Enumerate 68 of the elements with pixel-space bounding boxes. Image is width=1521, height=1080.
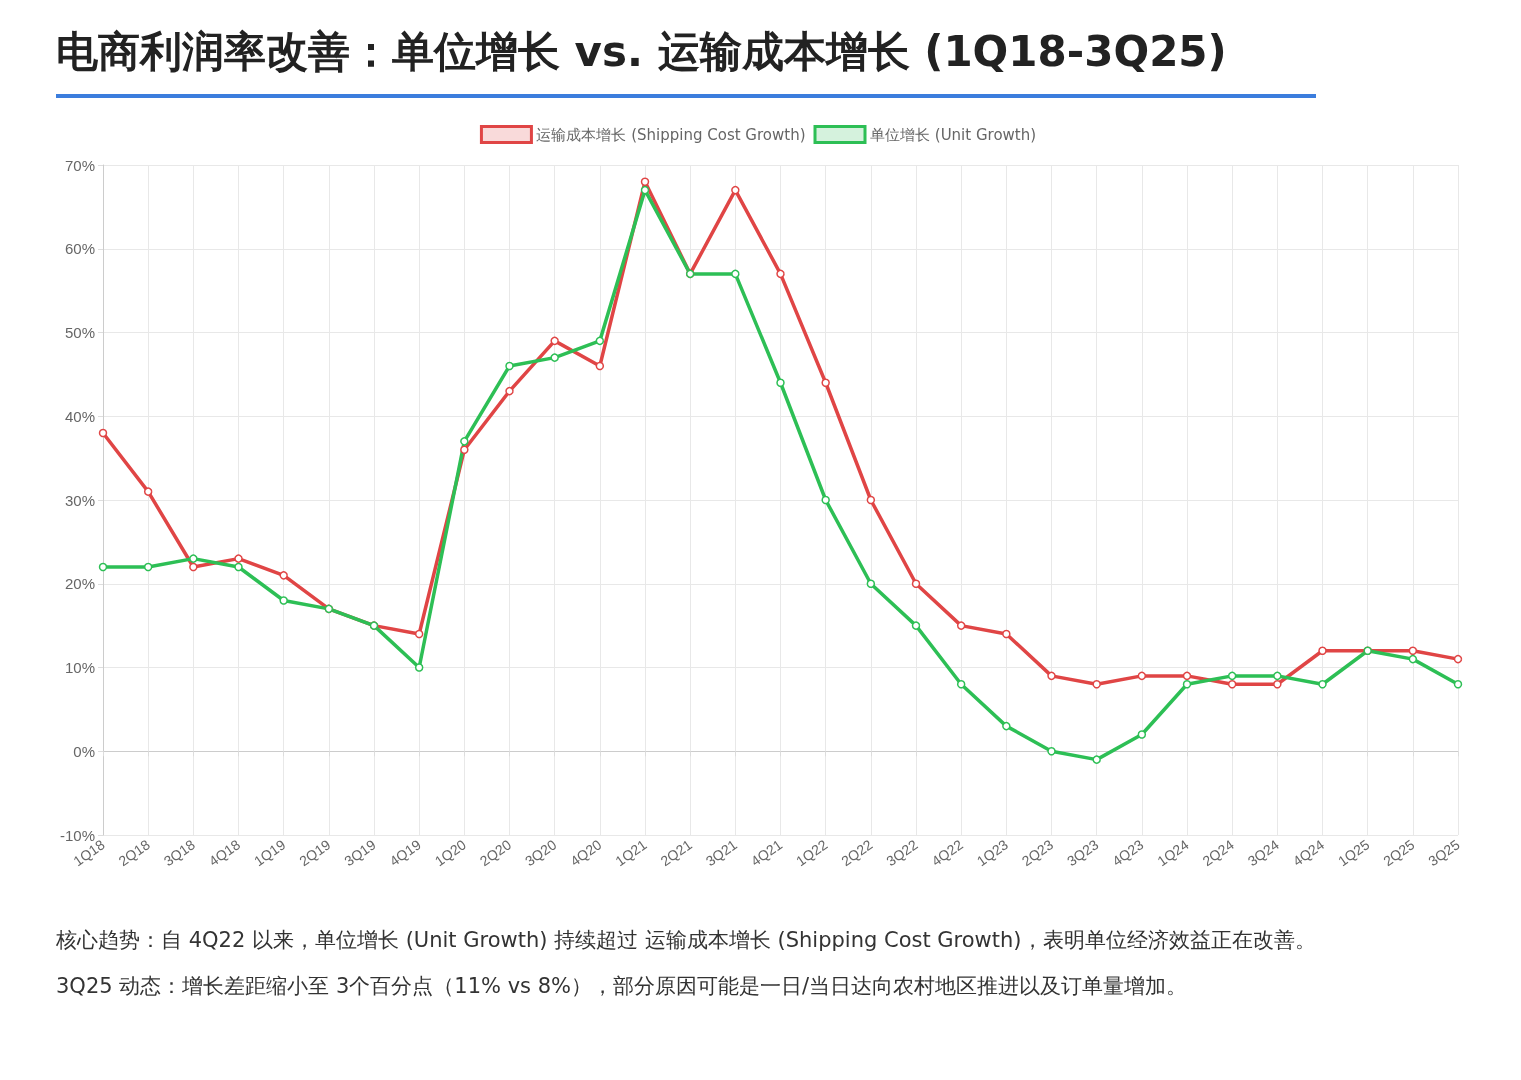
- point: [1408, 646, 1418, 655]
- point: [414, 663, 424, 672]
- point: [1227, 671, 1237, 681]
- point: [956, 621, 966, 630]
- y-tick-label: -10%: [59, 826, 95, 844]
- point: [1047, 747, 1056, 756]
- point: [1273, 680, 1282, 689]
- point: [98, 428, 108, 438]
- point: [505, 361, 514, 371]
- y-tick-label: 0%: [73, 742, 95, 760]
- point: [731, 185, 740, 195]
- y-tick-label: 10%: [64, 659, 95, 676]
- point: [550, 336, 559, 346]
- point: [143, 562, 153, 572]
- point: [821, 495, 830, 505]
- point: [1408, 654, 1418, 664]
- point: [234, 554, 243, 563]
- point: [143, 487, 153, 496]
- point: [234, 562, 243, 572]
- point: [189, 562, 198, 572]
- point: [1047, 671, 1056, 681]
- point: [505, 386, 514, 396]
- point: [776, 269, 785, 279]
- point: [866, 579, 876, 588]
- point: [595, 361, 605, 371]
- point: [1092, 755, 1101, 764]
- point: [279, 596, 288, 605]
- point: [731, 269, 740, 279]
- point: [956, 680, 966, 689]
- point: [460, 437, 469, 446]
- y-tick-label: 30%: [64, 491, 95, 509]
- point: [279, 571, 288, 580]
- point: [1092, 680, 1101, 689]
- y-tick-label: 40%: [64, 407, 95, 425]
- text: 3Q25 动态：增长差距缩小至 3个百分点（11% vs 8%），部分原因可能是一日/当日达向农村地区推进以及订单量增加。: [56, 973, 1189, 1000]
- point: [98, 562, 108, 572]
- point: [1182, 680, 1192, 689]
- legend-label: 单位增长 (Unit Growth): [870, 125, 1037, 144]
- point: [414, 629, 424, 639]
- point: [640, 185, 650, 195]
- point: [189, 554, 198, 563]
- point: [550, 353, 559, 362]
- point: [1318, 646, 1327, 655]
- point: [1002, 629, 1011, 639]
- y-tick-label: 60%: [64, 240, 95, 258]
- point: [1453, 680, 1463, 689]
- legend-label: 运输成本增长 (Shipping Cost Growth): [536, 125, 806, 144]
- chart-title: 电商利润率改善：单位增长 vs. 运输成本增长 (1Q18-3Q25): [56, 26, 1228, 78]
- y-tick-label: 50%: [64, 324, 95, 341]
- point: [640, 177, 650, 186]
- point: [1318, 680, 1327, 689]
- point: [1227, 680, 1237, 689]
- point: [866, 495, 876, 505]
- point: [776, 378, 785, 387]
- point: [911, 621, 921, 630]
- point: [1182, 671, 1192, 681]
- point: [460, 445, 469, 454]
- point: [1002, 721, 1011, 731]
- point: [1137, 671, 1147, 681]
- point: [1453, 654, 1463, 664]
- point: [595, 336, 605, 346]
- point: [1273, 671, 1282, 681]
- y-tick-label: 20%: [64, 575, 95, 593]
- text: 核心趋势：自 4Q22 以来，单位增长 (Unit Growth) 持续超过 运输成本增长 (Shipping Cost Growth)，表明单位经济效益正在改善。: [56, 927, 1317, 954]
- point: [1137, 730, 1147, 739]
- point: [821, 378, 830, 387]
- point: [911, 579, 921, 588]
- y-tick-label: 70%: [64, 156, 95, 174]
